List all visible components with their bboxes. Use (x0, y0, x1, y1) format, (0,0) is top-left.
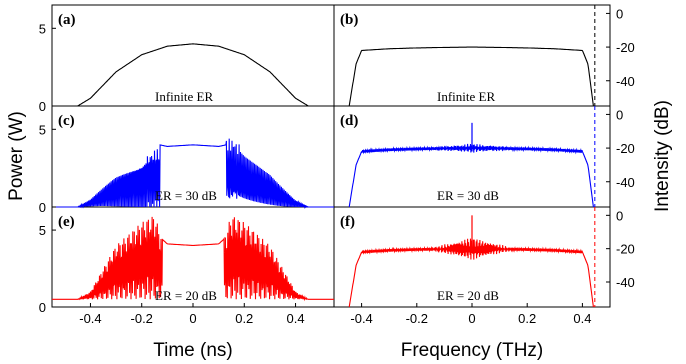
panel-a-annotation: Infinite ER (155, 89, 213, 104)
x-axis-title-time: Time (ns) (153, 340, 233, 361)
y-tick-label: 0 (39, 99, 46, 114)
y-tick-label: 5 (39, 21, 46, 36)
panel-letter-f: (f) (340, 214, 355, 230)
x-tick-label: 0.2 (235, 311, 253, 326)
y-tick-label: 0 (39, 300, 46, 315)
series-line-d (348, 143, 594, 208)
panel-b-annotation: Infinite ER (437, 89, 495, 104)
panel-letter-d: (d) (340, 113, 358, 129)
panel-c-annotation: ER = 30 dB (155, 188, 217, 203)
y-tick-label: 5 (39, 122, 46, 137)
x-tick-label: 0.4 (287, 311, 305, 326)
panel-e-annotation: ER = 20 dB (155, 288, 217, 303)
panel-letter-c: (c) (58, 113, 75, 129)
series-line-a (52, 43, 334, 107)
panel-letter-a: (a) (58, 12, 76, 28)
y-tick-label: -20 (616, 40, 635, 55)
plot-layer (52, 5, 596, 308)
x-tick-label: -0.4 (79, 311, 101, 326)
y-tick-label: 5 (39, 223, 46, 238)
x-tick-label: -0.2 (406, 311, 428, 326)
y-tick-label: 0 (616, 107, 623, 122)
x-tick-label: 0 (189, 311, 196, 326)
y-tick-label: 0 (616, 6, 623, 21)
y-tick-label: -20 (616, 141, 635, 156)
panel-letter-b: (b) (340, 12, 358, 28)
panel-d-annotation: ER = 30 dB (437, 188, 499, 203)
y-axis-title-intensity: Intensity (dB) (652, 100, 673, 212)
series-line-f (348, 238, 594, 308)
y-tick-label: 0 (616, 208, 623, 223)
y-tick-label: -40 (616, 275, 635, 290)
y-tick-label: -40 (616, 74, 635, 89)
x-tick-label: -0.2 (131, 311, 153, 326)
x-tick-label: 0.4 (573, 311, 591, 326)
x-tick-label: 0.2 (518, 311, 536, 326)
series-line-b (348, 46, 594, 107)
panel-f-annotation: ER = 20 dB (437, 288, 499, 303)
x-tick-label: 0 (468, 311, 475, 326)
x-axis-title-frequency: Frequency (THz) (401, 340, 544, 361)
series-line-c (52, 138, 334, 210)
y-tick-label: -40 (616, 175, 635, 190)
y-tick-label: -20 (616, 242, 635, 257)
x-tick-label: -0.4 (350, 311, 372, 326)
panel-letter-e: (e) (58, 214, 75, 230)
y-tick-label: 0 (39, 200, 46, 215)
series-line-e (52, 216, 334, 302)
tick-layer: 0 5 0 -20 -40 0 5 0 -20 -40 0 5 -0.4 -0.2 0 0.2 0.4 0 -20 -… (39, 6, 635, 326)
y-axis-title-power: Power (W) (6, 111, 27, 201)
